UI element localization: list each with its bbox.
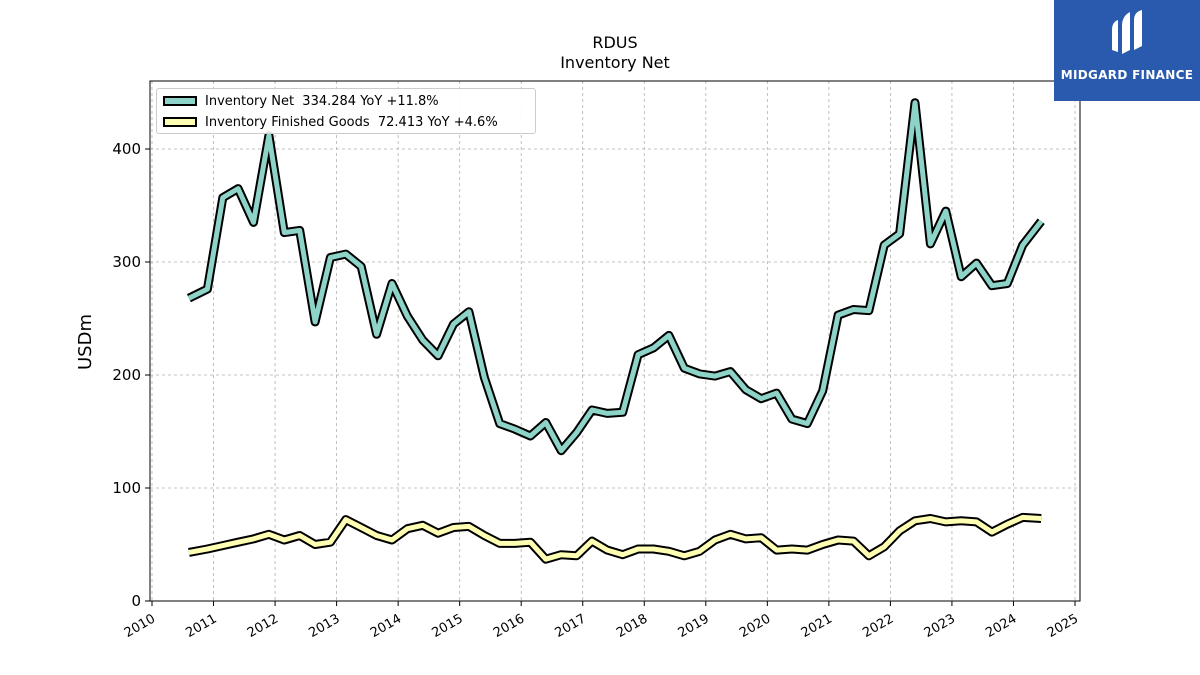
x-tick-label: 2012: [245, 611, 281, 641]
x-tick-label: 2020: [737, 611, 773, 641]
x-tick-label: 2025: [1045, 611, 1081, 641]
plot-frame: [149, 80, 1081, 602]
legend-item-finished-goods: Inventory Finished Goods 72.413 YoY +4.6…: [163, 112, 498, 132]
series-line-inventory-net: [187, 100, 1044, 454]
x-tick-label: 2016: [491, 611, 527, 641]
x-tick-label: 2024: [983, 611, 1019, 641]
legend: Inventory Net 334.284 YoY +11.8% Invento…: [156, 88, 536, 134]
legend-label: Inventory Net 334.284 YoY +11.8%: [205, 93, 439, 109]
grid-lines: [150, 81, 1080, 601]
legend-label: Inventory Finished Goods 72.413 YoY +4.6…: [205, 114, 498, 130]
x-tick-label: 2021: [799, 611, 835, 641]
legend-swatch-inventory-net: [163, 96, 197, 106]
series-line-outline-inventory-net: [186, 98, 1045, 456]
y-tick-label: 300: [112, 253, 141, 271]
legend-item-inventory-net: Inventory Net 334.284 YoY +11.8%: [163, 91, 439, 111]
legend-swatch-finished-goods: [163, 117, 197, 127]
midgard-finance-logo: MIDGARD FINANCE: [1054, 0, 1200, 101]
series-lines: [186, 98, 1045, 564]
series-line-inventory-finished-goods: [188, 514, 1042, 562]
x-axis: 2010 2011 2012 2013 2014 2015 2016 2017 2018 2019…: [122, 601, 1081, 641]
y-tick-label: 100: [112, 479, 141, 497]
chart-title: RDUS: [592, 33, 638, 52]
y-tick-label: 400: [112, 140, 141, 158]
y-tick-label: 200: [112, 366, 141, 384]
chart-subtitle: Inventory Net: [560, 53, 670, 72]
x-tick-label: 2015: [430, 611, 466, 641]
x-tick-label: 2023: [922, 611, 958, 641]
x-tick-label: 2013: [306, 611, 342, 641]
x-tick-label: 2011: [183, 611, 219, 641]
y-tick-label: 0: [131, 592, 141, 610]
y-axis: 0 100 200 300 400: [112, 140, 150, 610]
x-tick-label: 2014: [368, 611, 404, 641]
y-axis-label: USDm: [75, 314, 96, 370]
x-tick-label: 2018: [614, 611, 650, 641]
x-tick-label: 2022: [860, 611, 896, 641]
x-tick-label: 2010: [122, 611, 158, 641]
x-tick-label: 2019: [676, 611, 712, 641]
logo-text: MIDGARD FINANCE: [1060, 68, 1194, 82]
x-tick-label: 2017: [553, 611, 589, 641]
logo-mark-icon: [1112, 10, 1142, 54]
